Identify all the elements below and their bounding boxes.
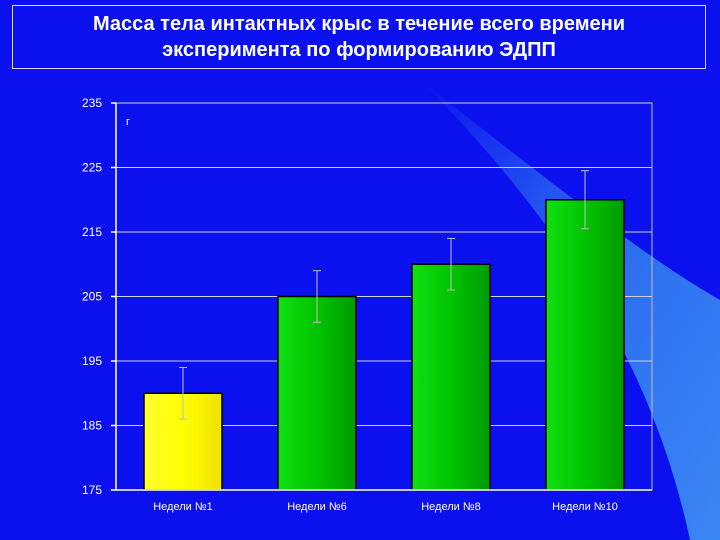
x-tick-label: Недели №10 xyxy=(552,501,618,513)
y-tick-label: 205 xyxy=(82,290,102,304)
y-tick-label: 185 xyxy=(82,419,102,433)
y-tick-label: 195 xyxy=(82,354,102,368)
y-tick-label: 215 xyxy=(82,225,102,239)
bar-4 xyxy=(545,199,625,491)
y-axis-unit-label: г xyxy=(126,116,130,128)
y-tick-label: 175 xyxy=(82,483,102,497)
slide-title: Масса тела интактных крыс в течение всег… xyxy=(12,5,706,69)
y-tick-label: 225 xyxy=(82,161,102,175)
background-swoosh-shape xyxy=(420,80,720,540)
y-tick-label: 235 xyxy=(82,96,102,110)
slide-title-line-1: Масса тела интактных крыс в течение всег… xyxy=(92,13,626,35)
slide-title-line-2: эксперимента по формированию ЭДПП xyxy=(162,39,556,61)
x-tick-label: Недели №6 xyxy=(287,501,347,513)
x-tick-label: Недели №8 xyxy=(421,501,481,513)
x-tick-label: Недели №1 xyxy=(153,501,213,513)
bar-3 xyxy=(411,263,491,491)
bar-2 xyxy=(277,295,357,491)
